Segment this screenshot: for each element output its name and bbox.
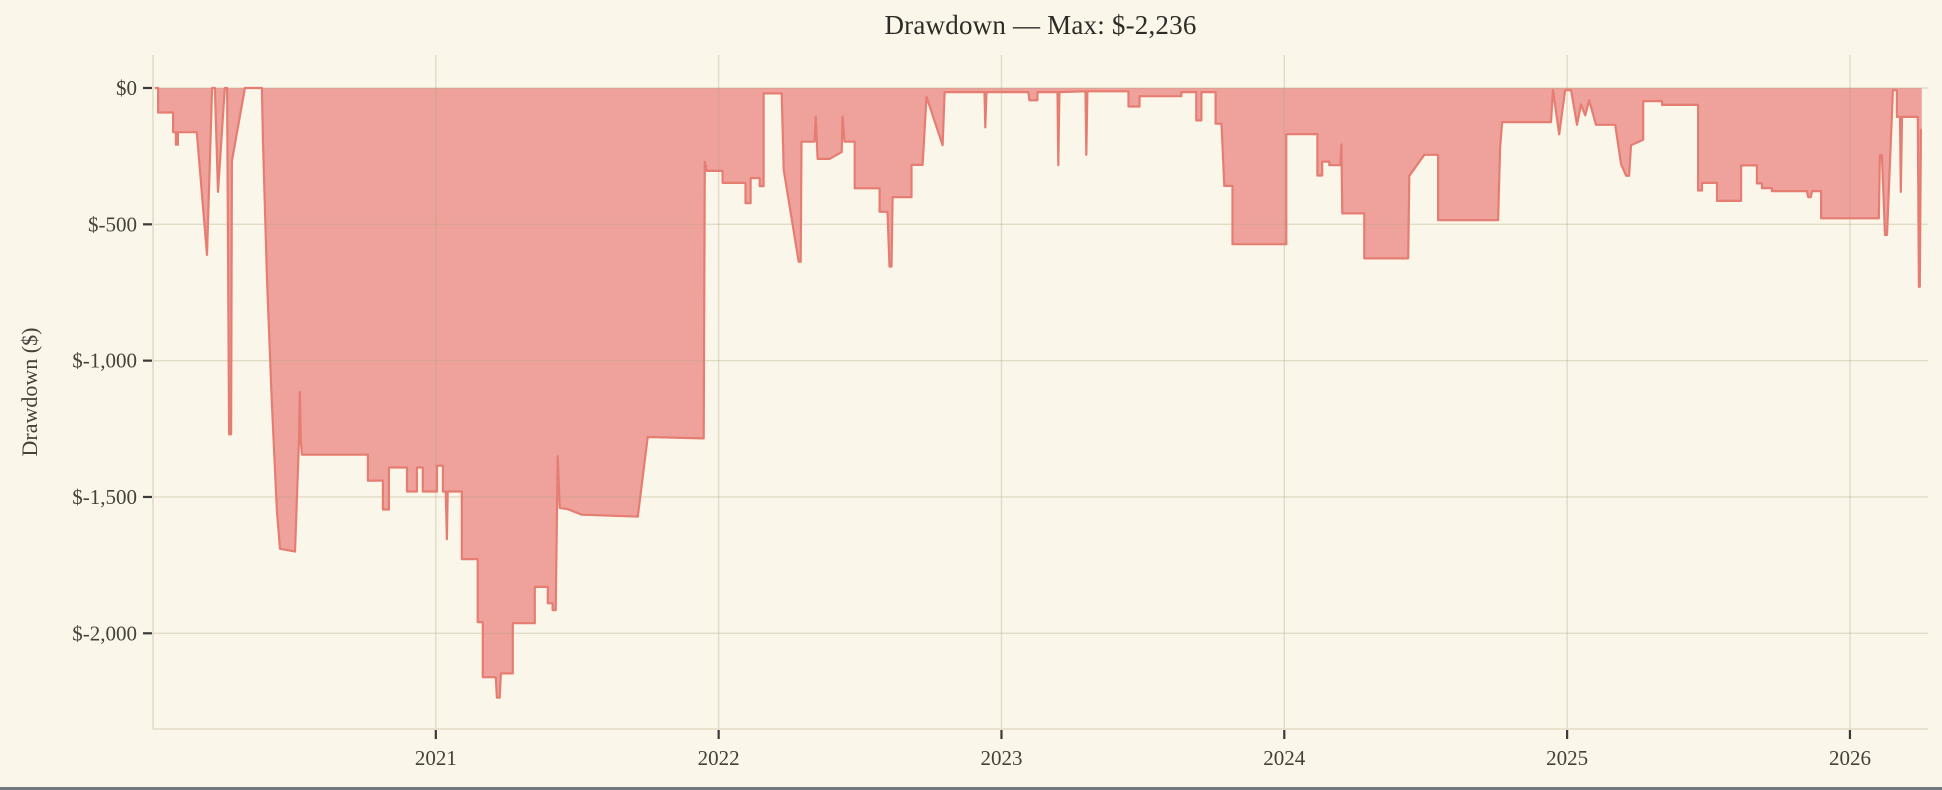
drawdown-area-fill [155,88,1922,698]
y-tick-label: $-500 [88,212,137,236]
chart-title: Drawdown — Max: $-2,236 [884,10,1197,40]
drawdown-line [155,86,1922,699]
y-tick-label: $0 [116,76,137,100]
y-tick-label: $-1,500 [72,485,137,509]
x-tick-label: 2023 [980,746,1022,770]
window-bottom-edge [0,787,1942,790]
x-tick-label: 2026 [1829,746,1871,770]
x-tick-label: 2025 [1546,746,1588,770]
y-tick-label: $-2,000 [72,621,137,645]
x-tick-label: 2024 [1263,746,1306,770]
y-tick-label: $-1,000 [72,349,137,373]
x-tick-label: 2022 [698,746,740,770]
x-tick-label: 2021 [415,746,457,770]
